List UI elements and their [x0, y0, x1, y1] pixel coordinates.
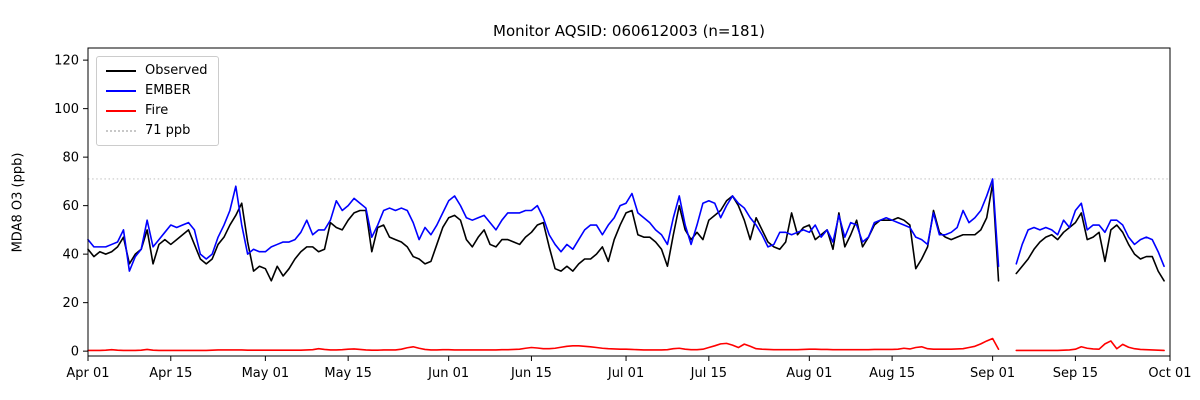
legend-item-fire: Fire — [106, 104, 208, 118]
x-tick-label: Apr 01 — [66, 366, 109, 381]
fire-line-swatch — [106, 110, 136, 112]
x-tick-label: Jun 01 — [427, 366, 469, 381]
y-tick-label: 40 — [62, 248, 79, 263]
y-tick-label: 80 — [62, 151, 79, 166]
legend-label-threshold: 71 ppb — [145, 123, 191, 138]
legend-item-threshold: 71 ppb — [106, 124, 208, 138]
x-tick-label: May 01 — [242, 366, 290, 381]
y-tick-label: 0 — [71, 345, 79, 360]
observed-line — [87, 183, 1165, 282]
ember-line — [87, 178, 1165, 272]
x-tick-label: May 15 — [324, 366, 372, 381]
y-tick-label: 120 — [54, 54, 79, 69]
y-tick-label: 100 — [54, 102, 79, 117]
y-axis-label: MDA8 O3 (ppb) — [10, 152, 26, 253]
observed-line-swatch — [106, 70, 136, 72]
y-tick-label: 20 — [62, 296, 79, 311]
fire-line — [87, 337, 1165, 352]
legend-label-observed: Observed — [145, 63, 208, 78]
x-tick-label: Oct 01 — [1148, 366, 1191, 381]
x-tick-label: Jun 15 — [510, 366, 552, 381]
ember-line-swatch — [106, 90, 136, 92]
legend-label-fire: Fire — [145, 103, 169, 118]
threshold-line-swatch — [106, 130, 136, 132]
legend: Observed EMBER Fire 71 ppb — [96, 56, 219, 146]
x-tick-label: Jul 01 — [607, 366, 644, 381]
x-tick-label: Aug 01 — [786, 366, 832, 381]
y-tick-label: 60 — [62, 199, 79, 214]
x-tick-label: Apr 15 — [149, 366, 192, 381]
x-tick-label: Jul 15 — [690, 366, 727, 381]
legend-item-observed: Observed — [106, 64, 208, 78]
legend-item-ember: EMBER — [106, 84, 208, 98]
axes-frame — [87, 47, 1171, 357]
legend-label-ember: EMBER — [145, 83, 191, 98]
chart-title: Monitor AQSID: 060612003 (n=181) — [493, 22, 765, 40]
x-tick-label: Sep 01 — [970, 366, 1015, 381]
x-tick-label: Aug 15 — [869, 366, 915, 381]
x-tick-label: Sep 15 — [1053, 366, 1098, 381]
